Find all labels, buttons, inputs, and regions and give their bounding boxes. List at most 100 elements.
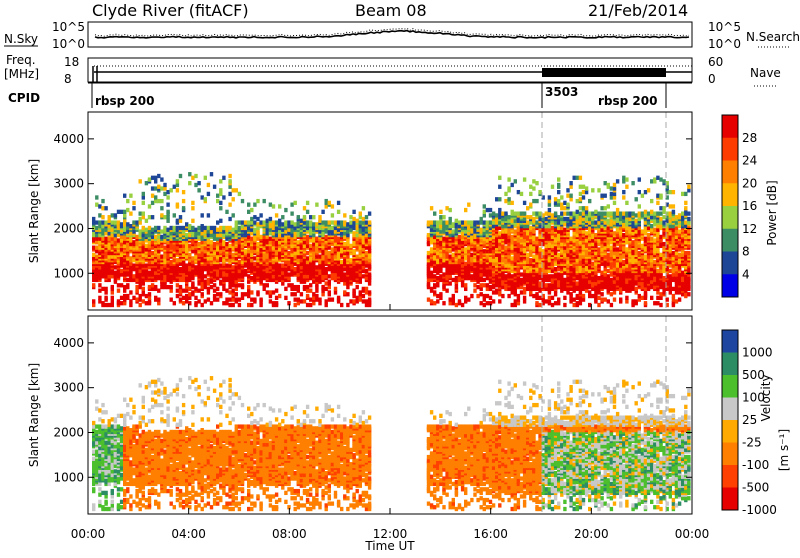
- power-cell: [250, 303, 253, 307]
- power-cell: [486, 220, 489, 224]
- power-cell: [142, 287, 145, 291]
- power-cell: [126, 278, 129, 282]
- power-cell: [498, 176, 501, 180]
- power-cell: [579, 192, 582, 196]
- power-cell: [108, 215, 111, 219]
- power-cell: [135, 235, 138, 239]
- power-cell: [290, 292, 293, 296]
- power-cell: [98, 204, 101, 208]
- power-cell: [123, 294, 126, 298]
- power-cell: [309, 215, 312, 219]
- power-cell: [263, 220, 266, 224]
- cpid-bar: CPID rbsp 200 3503 rbsp 200: [8, 83, 692, 108]
- power-cell: [507, 215, 510, 219]
- power-cell: [244, 269, 247, 273]
- power-cell: [173, 185, 176, 189]
- power-cell: [191, 219, 194, 223]
- power-cell: [95, 195, 98, 199]
- power-cell: [548, 283, 551, 287]
- power-cell: [312, 215, 315, 219]
- power-cell: [225, 210, 228, 214]
- power-cell: [111, 296, 114, 300]
- power-cell: [129, 290, 132, 294]
- power-cell: [331, 204, 334, 208]
- freq-panel: Freq. [MHz] 18 8 Nave 60 0: [4, 53, 781, 86]
- power-cell: [250, 276, 253, 280]
- power-cell: [548, 274, 551, 278]
- power-cell: [433, 301, 436, 305]
- power-cell: [346, 303, 349, 307]
- power-cell: [142, 226, 145, 230]
- power-cell: [126, 199, 129, 203]
- power-cell: [328, 251, 331, 255]
- power-cell: [278, 294, 281, 298]
- power-cell: [464, 283, 467, 287]
- power-cell: [179, 226, 182, 230]
- power-cell: [538, 281, 541, 285]
- power-cell: [452, 229, 455, 233]
- power-cell: [604, 211, 607, 215]
- power-cell: [548, 208, 551, 212]
- power-cell: [204, 299, 207, 303]
- power-cell: [194, 183, 197, 187]
- nsky-panel: N.Sky 10^5 10^0 N.Search 10^5 10^0: [4, 20, 800, 51]
- power-cell: [154, 296, 157, 300]
- power-cell: [204, 280, 207, 284]
- power-cell: [309, 297, 312, 301]
- power-cell: [157, 226, 160, 230]
- power-cell: [160, 206, 163, 210]
- power-cell: [483, 210, 486, 214]
- power-cell: [458, 299, 461, 303]
- power-cell: [557, 297, 560, 301]
- nave-label: Nave: [750, 66, 781, 80]
- power-cell: [551, 213, 554, 217]
- power-cell: [529, 203, 532, 207]
- power-cell: [582, 294, 585, 298]
- power-cell: [188, 181, 191, 185]
- power-cell: [244, 220, 247, 224]
- power-cell: [275, 220, 278, 224]
- power-cell: [213, 294, 216, 298]
- power-cell: [535, 199, 538, 203]
- power-cell: [464, 262, 467, 266]
- power-cell: [135, 285, 138, 289]
- power-cell: [306, 256, 309, 260]
- power-cell: [185, 263, 188, 267]
- power-cell: [182, 199, 185, 203]
- power-cell: [213, 185, 216, 189]
- power-cell: [349, 220, 352, 224]
- power-cell: [253, 256, 256, 260]
- power-cell: [433, 290, 436, 294]
- power-cell: [139, 229, 142, 233]
- power-cell: [166, 285, 169, 289]
- power-cell: [365, 269, 368, 273]
- power-cell: [101, 206, 104, 210]
- power-cell: [600, 292, 603, 296]
- power-cell: [464, 247, 467, 251]
- power-cell: [368, 297, 371, 301]
- power-cell: [551, 274, 554, 278]
- power-cell: [176, 258, 179, 262]
- power-cell: [600, 211, 603, 215]
- power-cell: [548, 296, 551, 300]
- power-cell: [529, 258, 532, 262]
- power-cell: [597, 296, 600, 300]
- power-cell: [576, 281, 579, 285]
- power-cell: [306, 285, 309, 289]
- power-cell: [287, 272, 290, 276]
- power-cell: [160, 229, 163, 233]
- power-cell: [163, 226, 166, 230]
- power-cell: [210, 285, 213, 289]
- power-cell: [219, 263, 222, 267]
- power-cell: [132, 220, 135, 224]
- power-cell: [362, 287, 365, 291]
- power-cell: [526, 253, 529, 257]
- power-cell: [597, 211, 600, 215]
- power-cell: [207, 192, 210, 196]
- power-cell: [207, 287, 210, 291]
- power-cell: [297, 215, 300, 219]
- power-cell: [486, 301, 489, 305]
- power-cell: [480, 228, 483, 232]
- power-cell: [343, 213, 346, 217]
- power-cell: [318, 254, 321, 258]
